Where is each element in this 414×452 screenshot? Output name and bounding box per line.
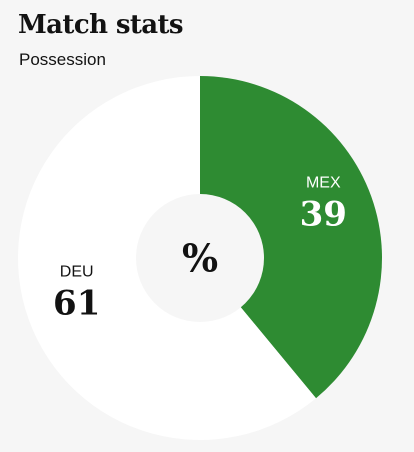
slice-label-mex: MEX xyxy=(306,175,341,192)
center-label: % xyxy=(182,236,218,281)
chart-subtitle: Possession xyxy=(19,50,106,69)
chart-title: Match stats xyxy=(18,10,184,40)
slice-value-deu: 61 xyxy=(53,283,100,323)
slice-label-deu: DEU xyxy=(60,263,94,280)
slice-mex xyxy=(200,76,382,399)
slice-value-mex: 39 xyxy=(300,195,347,235)
donut-hole xyxy=(136,194,264,322)
